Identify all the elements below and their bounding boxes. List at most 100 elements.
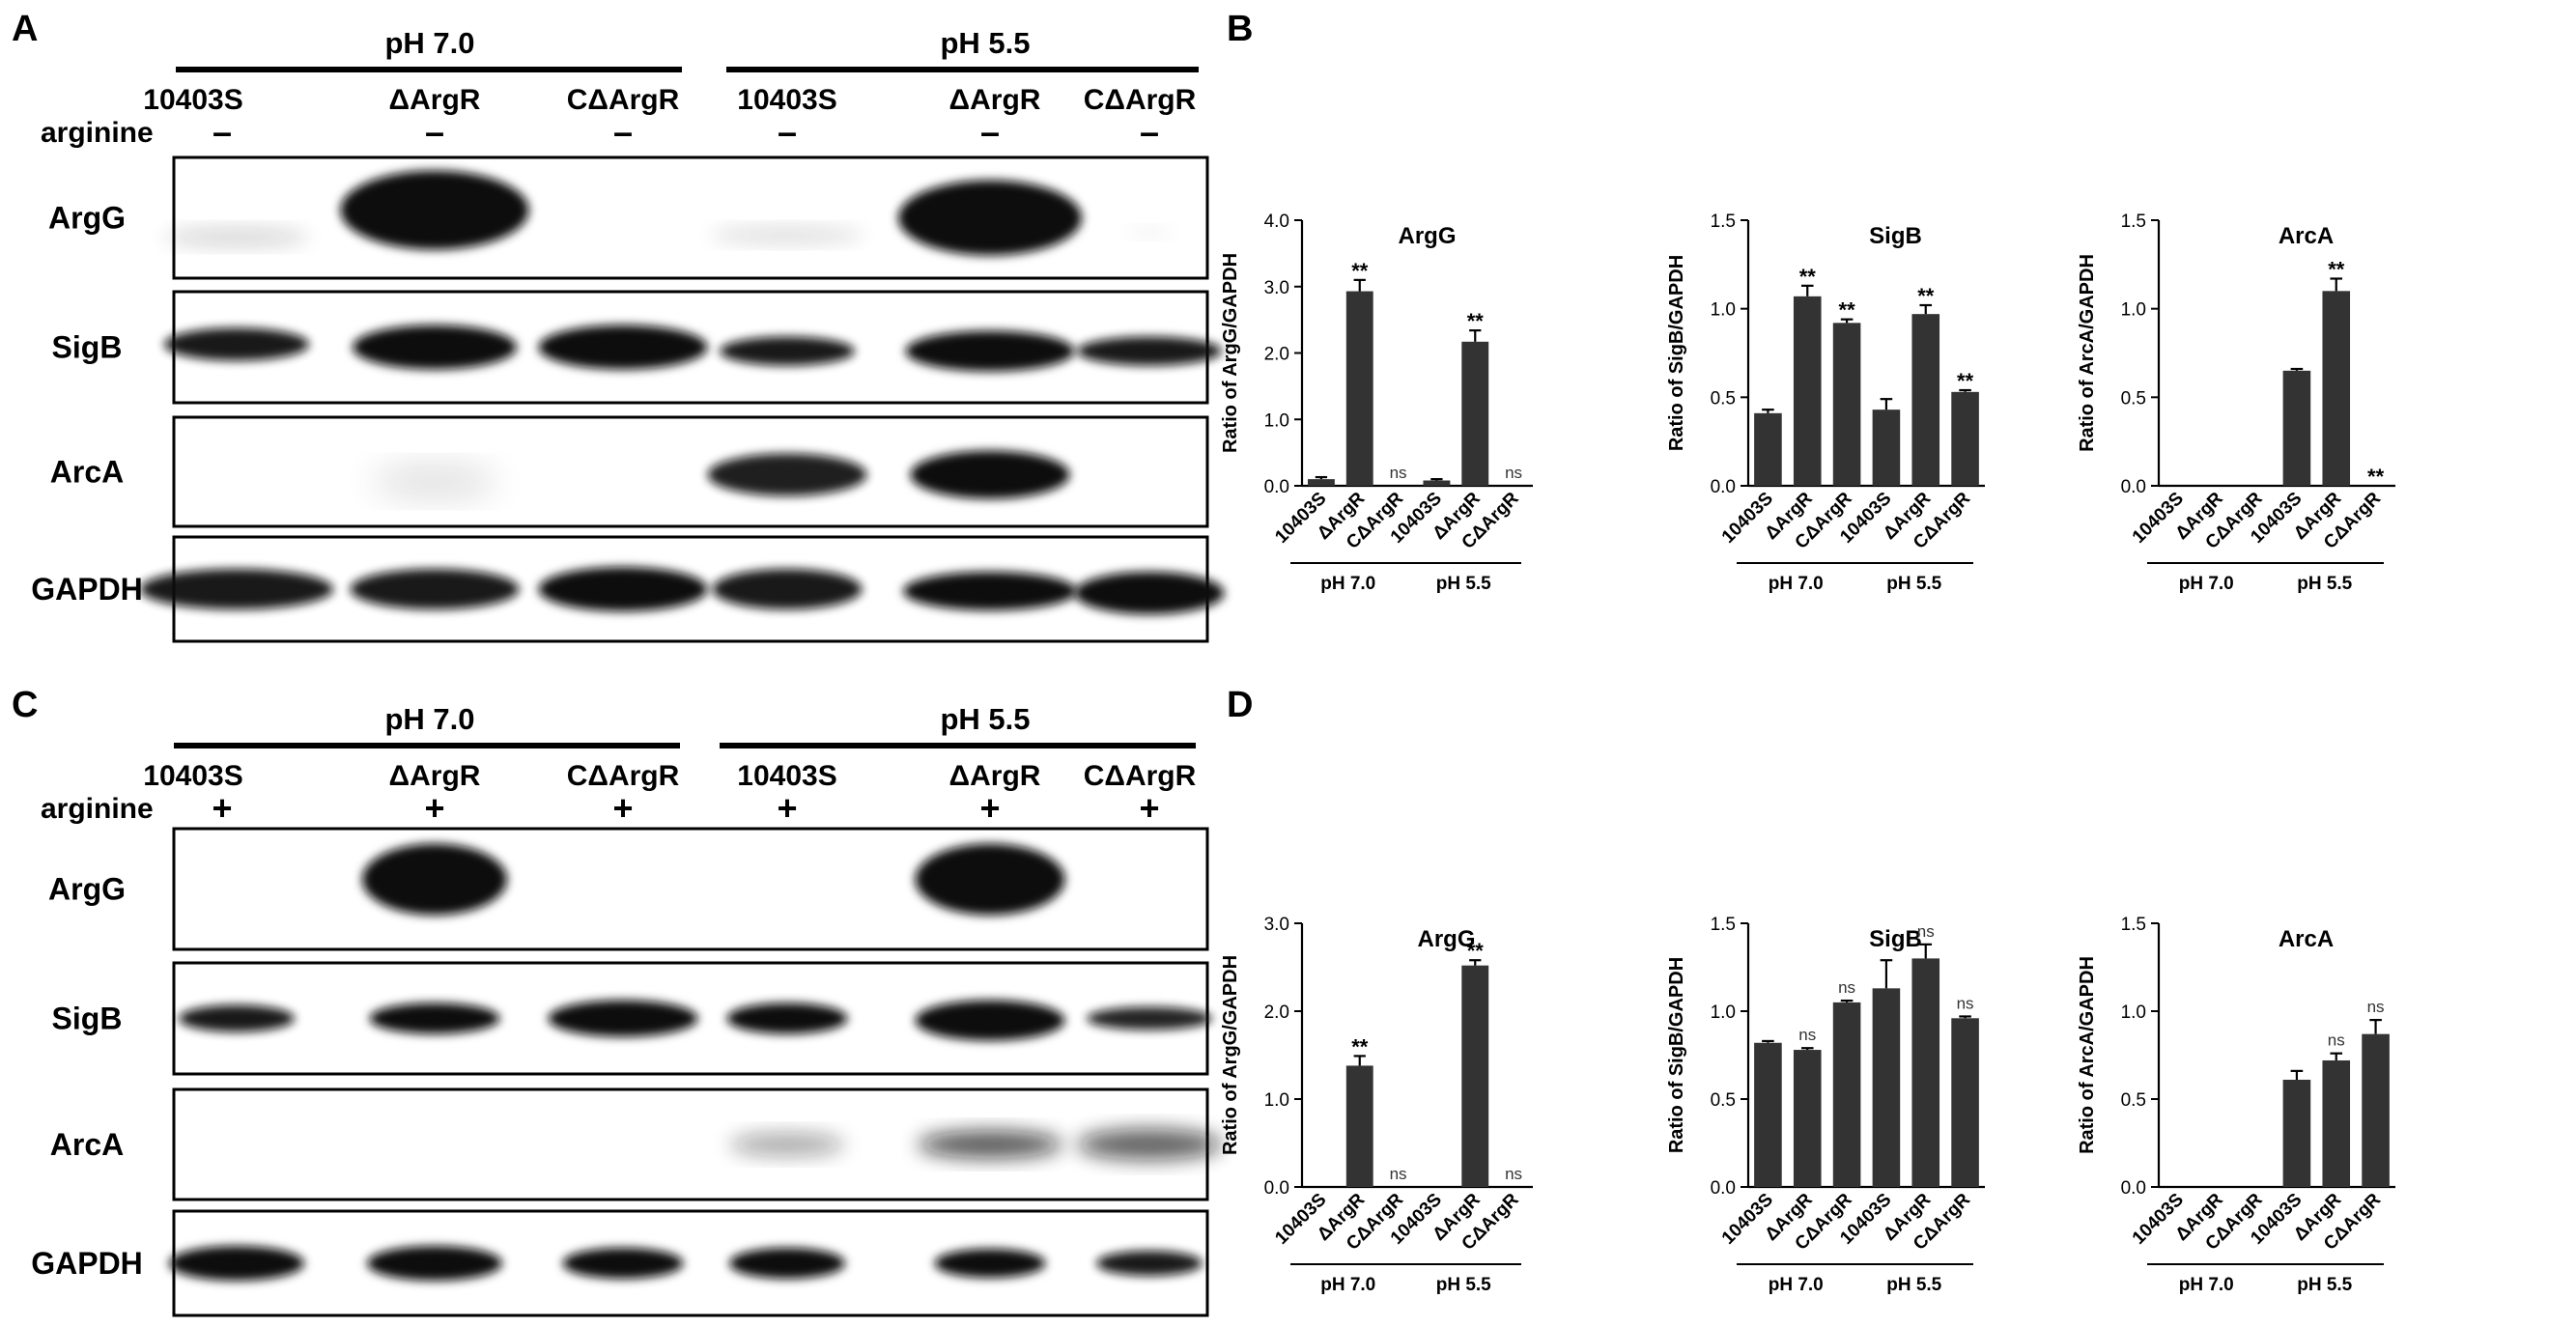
bar-10403s <box>2282 370 2311 486</box>
blot-band <box>726 1002 848 1034</box>
significance-label: ns <box>1798 1026 1816 1044</box>
y-tick-label: 1.0 <box>1711 300 1736 321</box>
blot-band <box>712 569 863 609</box>
blot-band <box>538 567 708 611</box>
group-label: pH 7.0 <box>2179 1275 2234 1295</box>
blot-strip-gapdh <box>172 1209 1209 1317</box>
arginine-mark: + <box>424 788 444 828</box>
bar-delta-argr <box>1793 1050 1822 1187</box>
bar-cdelta-argr <box>1832 1002 1861 1187</box>
blot-band <box>918 1131 1062 1158</box>
y-tick-label: 1.0 <box>1264 1090 1289 1111</box>
group-label: pH 7.0 <box>1769 1275 1824 1295</box>
y-tick-label: 1.5 <box>1711 915 1736 935</box>
condition-bracket <box>726 67 1199 72</box>
y-tick-label: 0.0 <box>1264 477 1289 497</box>
blot-band <box>353 325 517 370</box>
bar-10403s <box>1423 480 1451 486</box>
y-tick-label: 1.5 <box>1711 212 1736 232</box>
bar-10403s <box>1307 479 1335 486</box>
arginine-label: arginine <box>41 793 154 825</box>
significance-label: ** <box>1799 265 1817 289</box>
significance-label: ** <box>1351 1034 1369 1059</box>
blot-band <box>1077 1129 1222 1160</box>
y-tick-label: 1.0 <box>2121 1002 2146 1023</box>
bar-delta-argr <box>1345 291 1373 486</box>
condition-bracket <box>176 67 682 72</box>
arginine-mark: – <box>613 112 633 152</box>
blot-band <box>372 466 497 496</box>
y-tick-label: 1.0 <box>1264 410 1289 431</box>
y-axis-label: Ratio of SigB/GAPDH <box>1666 957 1687 1153</box>
blot-band <box>1125 227 1174 238</box>
condition-label: pH 7.0 <box>384 26 474 60</box>
protein-label-arca: ArcA <box>50 455 124 490</box>
blot-band <box>164 228 309 246</box>
blot-band <box>720 336 855 366</box>
bar-delta-argr <box>1793 296 1822 486</box>
significance-label: ns <box>2367 998 2385 1016</box>
y-tick-label: 0.5 <box>1711 388 1736 409</box>
significance-label: ns <box>1390 464 1407 482</box>
group-label: pH 5.5 <box>2297 574 2352 594</box>
y-tick-label: 1.5 <box>2121 212 2146 232</box>
panel-label-b: B <box>1227 9 1253 49</box>
y-axis-label: Ratio of ArgG/GAPDH <box>1220 955 1241 1155</box>
y-tick-label: 0.0 <box>1711 1178 1736 1199</box>
lane-label-cdelta-argr: CΔArgR <box>1084 84 1197 116</box>
arginine-mark: + <box>212 788 232 828</box>
group-label: pH 5.5 <box>1886 574 1941 594</box>
chart-title: ArcA <box>2279 223 2334 249</box>
arginine-mark: – <box>778 112 797 152</box>
significance-label: ** <box>1839 298 1856 323</box>
chart-title: ArcA <box>2279 926 2334 952</box>
arginine-mark: + <box>1139 788 1159 828</box>
blot-band <box>140 569 333 609</box>
bar-10403s <box>1754 412 1782 486</box>
chart-title: ArgG <box>1399 223 1457 249</box>
blot-band <box>538 325 708 370</box>
y-tick-label: 0.5 <box>1711 1090 1736 1111</box>
bar-cdelta-argr <box>1951 391 1979 486</box>
significance-label: ns <box>1957 994 1974 1012</box>
blot-band <box>1087 1006 1212 1031</box>
group-label: pH 5.5 <box>2297 1275 2352 1295</box>
y-tick-label: 0.0 <box>2121 477 2146 497</box>
bar-10403s <box>1872 988 1901 1187</box>
blot-band <box>340 170 529 250</box>
bar-delta-argr <box>1461 341 1489 486</box>
bar-delta-argr <box>1345 1065 1373 1187</box>
y-tick-label: 0.0 <box>1711 477 1736 497</box>
blot-band <box>1077 336 1222 366</box>
lane-label-delta-argr: ΔArgR <box>949 760 1041 792</box>
blot-band <box>710 227 864 243</box>
protein-label-sigb: SigB <box>52 1002 123 1036</box>
blot-band <box>179 1004 295 1032</box>
lane-label-10403s: 10403S <box>737 84 836 116</box>
condition-bracket <box>174 743 680 748</box>
protein-label-sigb: SigB <box>52 330 123 365</box>
group-label: pH 5.5 <box>1436 1275 1491 1295</box>
significance-label: ** <box>1467 939 1485 963</box>
bar-cdelta-argr <box>1832 323 1861 486</box>
blot-band <box>915 1000 1065 1041</box>
panel-label-c: C <box>12 685 38 725</box>
significance-label: ** <box>2367 465 2385 489</box>
bar-delta-argr <box>1911 314 1940 486</box>
panel-label-a: A <box>12 9 38 49</box>
blot-band <box>1074 572 1225 614</box>
bar-delta-argr <box>1911 958 1940 1187</box>
blot-band <box>362 843 507 916</box>
arginine-mark: + <box>979 788 1000 828</box>
lane-label-delta-argr: ΔArgR <box>949 84 1041 116</box>
y-tick-label: 0.0 <box>2121 1178 2146 1199</box>
significance-label: ** <box>2328 258 2345 282</box>
y-tick-label: 4.0 <box>1264 212 1289 232</box>
